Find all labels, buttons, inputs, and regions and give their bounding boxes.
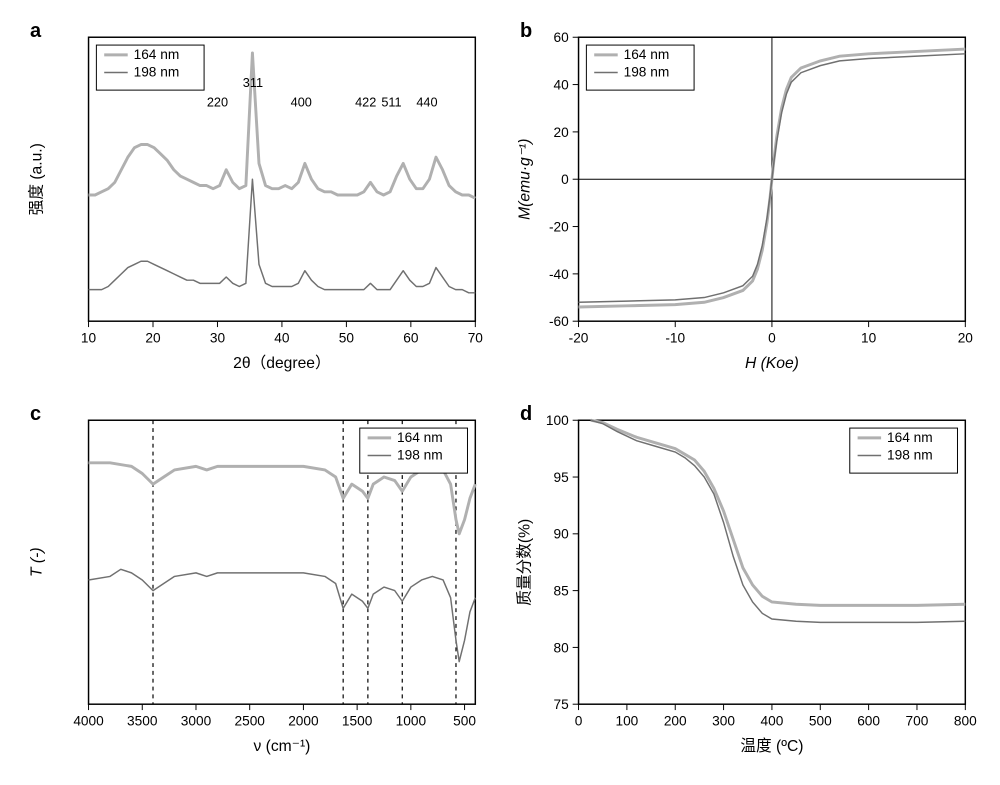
panel-b: b -20 -10 0 10 20 -60 -40 -20 0 20 40 60 H (Koe) M(em… — [510, 20, 980, 383]
svg-text:600: 600 — [857, 713, 880, 728]
svg-text:500: 500 — [809, 713, 832, 728]
svg-text:164 nm: 164 nm — [887, 429, 933, 444]
svg-text:300: 300 — [712, 713, 735, 728]
svg-text:60: 60 — [554, 30, 570, 45]
svg-text:200: 200 — [664, 713, 687, 728]
svg-text:75: 75 — [554, 697, 570, 712]
svg-text:311: 311 — [243, 75, 263, 90]
svg-text:3500: 3500 — [127, 713, 158, 728]
svg-text:2000: 2000 — [288, 713, 319, 728]
svg-text:10: 10 — [81, 331, 97, 346]
svg-text:质量分数(%): 质量分数(%) — [516, 518, 534, 605]
svg-text:40: 40 — [554, 77, 570, 92]
svg-text:80: 80 — [554, 640, 570, 655]
svg-text:4000: 4000 — [73, 713, 104, 728]
svg-text:40: 40 — [274, 331, 290, 346]
svg-text:ν (cm⁻¹): ν (cm⁻¹) — [253, 738, 310, 755]
panel-b-svg: -20 -10 0 10 20 -60 -40 -20 0 20 40 60 H (Koe) M(emu·… — [510, 20, 980, 383]
panel-c: c 4000 3500 3000 2500 2000 1500 1000 500 ν (cm⁻¹… — [20, 403, 490, 766]
svg-text:-10: -10 — [665, 331, 685, 346]
panel-b-label: b — [520, 20, 532, 43]
svg-text:700: 700 — [906, 713, 929, 728]
svg-text:10: 10 — [861, 331, 877, 346]
svg-text:T (-): T (-) — [29, 547, 46, 577]
svg-text:20: 20 — [958, 331, 974, 346]
svg-text:90: 90 — [554, 526, 570, 541]
panel-d-svg: 0 100 200 300 400 500 600 700 800 75 80 85 90 95 100 温度… — [510, 403, 980, 766]
figure-grid: a 10 20 30 40 50 60 70 2θ（degree） 强度 (a.u.) 220 31… — [20, 20, 980, 765]
svg-text:-20: -20 — [569, 331, 589, 346]
svg-text:400: 400 — [291, 95, 312, 110]
svg-text:30: 30 — [210, 331, 226, 346]
panel-d: d 0 100 200 300 400 500 600 700 800 75 80 85 90 95 100… — [510, 403, 980, 766]
svg-text:M(emu·g⁻¹): M(emu·g⁻¹) — [517, 139, 534, 220]
panel-a-label: a — [30, 20, 41, 43]
svg-text:50: 50 — [339, 331, 355, 346]
svg-text:60: 60 — [403, 331, 419, 346]
svg-text:198 nm: 198 nm — [624, 64, 670, 79]
svg-text:100: 100 — [615, 713, 638, 728]
svg-text:3000: 3000 — [181, 713, 212, 728]
svg-text:1000: 1000 — [396, 713, 427, 728]
svg-text:198 nm: 198 nm — [397, 447, 443, 462]
svg-text:温度 (ºC): 温度 (ºC) — [740, 737, 803, 755]
svg-text:500: 500 — [453, 713, 476, 728]
svg-text:20: 20 — [554, 125, 570, 140]
svg-text:1500: 1500 — [342, 713, 373, 728]
svg-text:2500: 2500 — [234, 713, 265, 728]
svg-text:-60: -60 — [549, 314, 569, 329]
panel-d-label: d — [520, 403, 532, 426]
svg-text:100: 100 — [546, 413, 569, 428]
svg-text:70: 70 — [468, 331, 484, 346]
svg-text:95: 95 — [554, 469, 570, 484]
svg-text:20: 20 — [145, 331, 161, 346]
svg-text:-20: -20 — [549, 219, 569, 234]
svg-text:0: 0 — [575, 713, 583, 728]
svg-text:0: 0 — [768, 331, 776, 346]
panel-c-label: c — [30, 403, 41, 426]
svg-text:164 nm: 164 nm — [134, 47, 180, 62]
panel-c-svg: 4000 3500 3000 2500 2000 1500 1000 500 ν (cm⁻¹) T… — [20, 403, 490, 766]
svg-text:164 nm: 164 nm — [624, 47, 670, 62]
svg-text:220: 220 — [207, 95, 228, 110]
panel-a-svg: 10 20 30 40 50 60 70 2θ（degree） 强度 (a.u.) 220 311 4… — [20, 20, 490, 383]
svg-text:85: 85 — [554, 583, 570, 598]
svg-text:511: 511 — [381, 95, 401, 110]
svg-text:2θ（degree）: 2θ（degree） — [233, 355, 330, 372]
svg-text:198 nm: 198 nm — [887, 447, 933, 462]
svg-text:164 nm: 164 nm — [397, 429, 443, 444]
svg-text:422: 422 — [355, 95, 376, 110]
svg-text:0: 0 — [561, 172, 569, 187]
panel-a: a 10 20 30 40 50 60 70 2θ（degree） 强度 (a.u.) 220 31… — [20, 20, 490, 383]
svg-text:440: 440 — [416, 95, 437, 110]
svg-text:198 nm: 198 nm — [134, 64, 180, 79]
svg-text:800: 800 — [954, 713, 977, 728]
svg-text:强度 (a.u.): 强度 (a.u.) — [28, 143, 46, 215]
svg-text:400: 400 — [761, 713, 784, 728]
svg-text:H (Koe): H (Koe) — [745, 355, 799, 372]
svg-text:-40: -40 — [549, 267, 569, 282]
